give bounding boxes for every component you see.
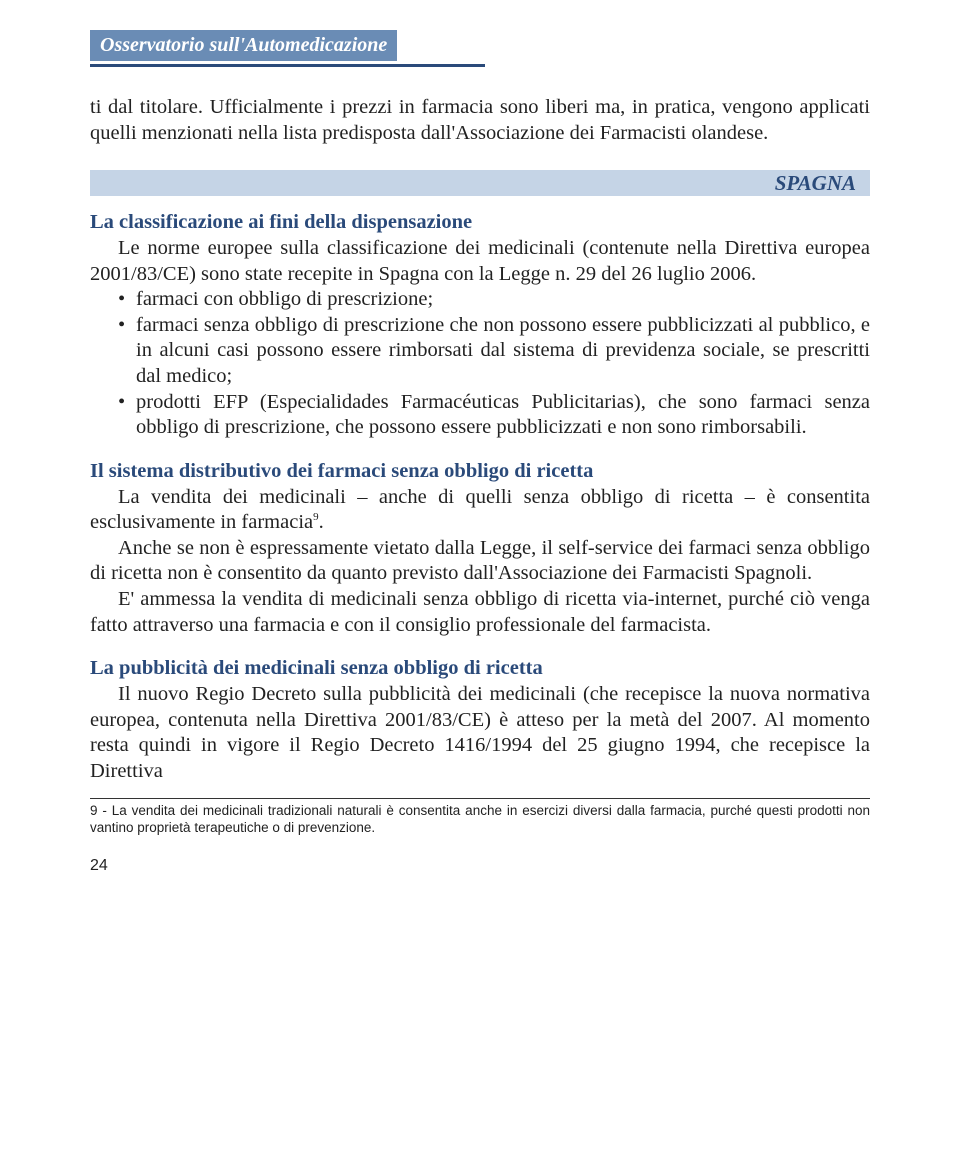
distribution-p2: Anche se non è espressamente vietato dal… (90, 536, 870, 587)
list-item: farmaci con obbligo di prescrizione; (118, 287, 870, 313)
list-item: prodotti EFP (Especialidades Farmacéutic… (118, 390, 870, 441)
section-band-label: SPAGNA (775, 170, 856, 196)
distribution-p3: E' ammessa la vendita di medicinali senz… (90, 587, 870, 638)
list-item: farmaci senza obbligo di prescrizione ch… (118, 313, 870, 390)
distribution-p1b: . (319, 511, 324, 533)
section-band: SPAGNA (90, 170, 870, 196)
page: Osservatorio sull'Automedicazione ti dal… (0, 0, 960, 905)
distribution-p1a: La vendita dei medicinali – anche di que… (90, 486, 870, 534)
heading-publicity: La pubblicità dei medicinali senza obbli… (90, 657, 543, 679)
header-band: Osservatorio sull'Automedicazione (90, 30, 397, 61)
header-title: Osservatorio sull'Automedicazione (100, 34, 387, 56)
heading-classification: La classificazione ai fini della dispens… (90, 211, 472, 233)
section-publicity: La pubblicità dei medicinali senza obbli… (90, 656, 870, 784)
intro-paragraph: ti dal titolare. Ufficialmente i prezzi … (90, 95, 870, 146)
header-underline (90, 64, 485, 67)
classification-bullets: farmaci con obbligo di prescrizione; far… (90, 287, 870, 441)
section-band-wrap: SPAGNA (90, 170, 870, 196)
section-distribution: Il sistema distributivo dei farmaci senz… (90, 459, 870, 638)
page-number: 24 (90, 857, 870, 875)
footnote-text: 9 - La vendita dei medicinali tradiziona… (90, 803, 870, 837)
footnote-rule (90, 798, 870, 799)
heading-distribution: Il sistema distributivo dei farmaci senz… (90, 460, 593, 482)
publicity-p1: Il nuovo Regio Decreto sulla pubblicità … (90, 682, 870, 785)
section-classification: La classificazione ai fini della dispens… (90, 210, 870, 441)
distribution-p1: La vendita dei medicinali – anche di que… (90, 485, 870, 536)
classification-lead: Le norme europee sulla classificazione d… (90, 236, 870, 287)
